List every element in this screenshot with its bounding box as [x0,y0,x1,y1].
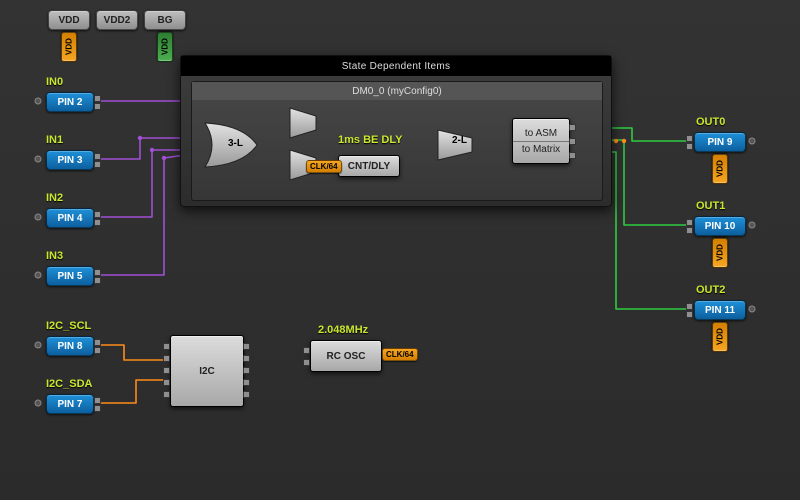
clk64-tag-2: CLK/64 [382,348,418,361]
clk64-tag-1: CLK/64 [306,160,342,173]
power-pin-vdd[interactable]: VDD [48,10,90,30]
rc-osc-freq-label: 2.048MHz [318,324,368,336]
vdd-tag-bg: VDD [157,32,173,62]
to-asm-label: to ASM [513,126,569,142]
pin-pin7[interactable]: PIN 7 [46,394,94,414]
pin-pin5[interactable]: PIN 5 [46,266,94,286]
rc-osc-block[interactable]: RC OSC [310,340,382,372]
power-pin-vdd2[interactable]: VDD2 [96,10,138,30]
pin-pin2[interactable]: PIN 2 [46,92,94,112]
net-label-in1: IN1 [46,134,63,146]
output-routing-block[interactable]: to ASM to Matrix [512,118,570,164]
pin-pin10[interactable]: PIN 10 [694,216,746,236]
vdd-tag-vdd: VDD [61,32,77,62]
net-label-i2c_scl: I2C_SCL [46,320,91,332]
net-label-in0: IN0 [46,76,63,88]
vdd-tag-out2: VDD [712,322,728,352]
lut3-label: 3-L [228,138,243,149]
sdi-title: State Dependent Items [181,56,611,76]
net-label-in2: IN2 [46,192,63,204]
net-label-out2: OUT2 [696,284,725,296]
pin-pin4[interactable]: PIN 4 [46,208,94,228]
power-pin-bg[interactable]: BG [144,10,186,30]
vdd-tag-out0: VDD [712,154,728,184]
i2c-block[interactable]: I2C [170,335,244,407]
delay-label: 1ms BE DLY [338,134,402,146]
to-matrix-label: to Matrix [513,142,569,157]
pin-pin11[interactable]: PIN 11 [694,300,746,320]
dm0-title: DM0_0 (myConfig0) [192,82,602,100]
net-label-in3: IN3 [46,250,63,262]
net-label-i2c_sda: I2C_SDA [46,378,92,390]
pin-pin3[interactable]: PIN 3 [46,150,94,170]
vdd-tag-out1: VDD [712,238,728,268]
net-label-out0: OUT0 [696,116,725,128]
cntdly-block[interactable]: CNT/DLY [338,155,400,177]
pin-pin9[interactable]: PIN 9 [694,132,746,152]
pin-pin8[interactable]: PIN 8 [46,336,94,356]
lut2-label: 2-L [452,135,467,146]
net-label-out1: OUT1 [696,200,725,212]
